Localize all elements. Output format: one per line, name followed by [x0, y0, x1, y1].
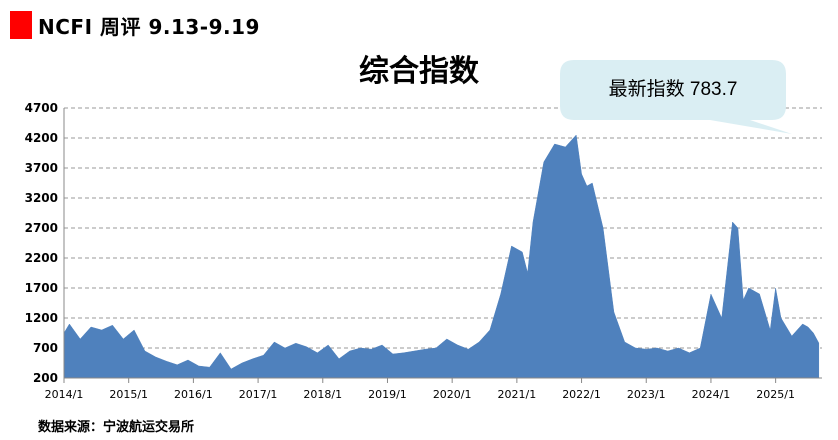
source-note: 数据来源：宁波航运交易所 — [38, 420, 195, 435]
y-tick-label: 4200 — [25, 131, 58, 145]
y-tick-label: 200 — [33, 371, 58, 385]
callout-value: 783.7 — [689, 79, 738, 100]
x-tick-label: 2025/1 — [756, 388, 795, 401]
x-tick-label: 2014/1 — [45, 388, 84, 401]
x-tick-label: 2016/1 — [174, 388, 213, 401]
header: NCFI 周评 9.13-9.19 — [10, 10, 260, 40]
y-tick-label: 2700 — [25, 221, 58, 235]
header-title: NCFI 周评 9.13-9.19 — [38, 14, 260, 39]
axes: 200 700 1200 1700 2200 2700 3200 3700 4200 4700 20… — [25, 101, 822, 401]
x-tick-label: 2018/1 — [303, 388, 342, 401]
y-tick-label: 3200 — [25, 191, 58, 205]
latest-index-callout: 最新指数 783.7 — [560, 60, 800, 140]
x-tick-label: 2019/1 — [368, 388, 407, 401]
x-tick-label: 2020/1 — [433, 388, 472, 401]
y-tick-label: 1700 — [25, 281, 58, 295]
callout-bubble — [560, 60, 792, 134]
y-tick-label: 3700 — [25, 161, 58, 175]
chart-title: 综合指数 — [359, 54, 479, 89]
x-tick-label: 2015/1 — [109, 388, 148, 401]
y-tick-label: 4700 — [25, 101, 58, 115]
y-tick-label: 700 — [33, 341, 58, 355]
x-tick-label: 2023/1 — [627, 388, 666, 401]
callout-text: 最新指数 783.7 — [560, 74, 786, 101]
x-tick-label: 2022/1 — [562, 388, 601, 401]
y-tick-label: 2200 — [25, 251, 58, 265]
data-layer — [63, 134, 820, 379]
x-tick-label: 2024/1 — [692, 388, 731, 401]
x-tick-label: 2021/1 — [498, 388, 537, 401]
red-marker — [10, 11, 32, 39]
area-series — [63, 134, 820, 379]
callout-label: 最新指数 — [608, 79, 685, 100]
x-tick-label: 2017/1 — [239, 388, 278, 401]
y-tick-label: 1200 — [25, 311, 58, 325]
